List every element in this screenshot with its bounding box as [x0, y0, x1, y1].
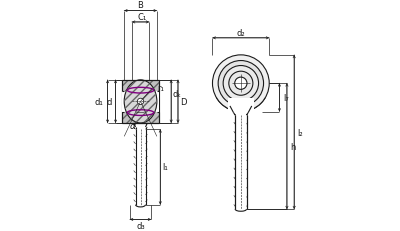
Text: α: α — [130, 121, 136, 130]
Bar — [122, 113, 159, 123]
Circle shape — [229, 72, 253, 96]
Circle shape — [218, 61, 264, 106]
Ellipse shape — [137, 99, 144, 105]
Bar — [230, 106, 252, 113]
Text: r₁: r₁ — [157, 83, 164, 92]
Bar — [157, 91, 159, 113]
Circle shape — [235, 78, 247, 90]
Text: D: D — [180, 97, 186, 106]
Text: d₃: d₃ — [136, 221, 145, 230]
Bar — [122, 113, 159, 123]
Bar — [122, 80, 159, 91]
Text: dₖ: dₖ — [173, 90, 182, 98]
Text: l₁: l₁ — [162, 163, 168, 172]
Text: d₁: d₁ — [95, 97, 104, 106]
Text: B: B — [138, 1, 144, 10]
Bar — [122, 91, 124, 113]
Text: h: h — [290, 142, 296, 151]
Text: d: d — [107, 97, 112, 106]
Text: l₂: l₂ — [298, 128, 303, 137]
Text: C₁: C₁ — [137, 13, 146, 22]
Bar — [122, 80, 159, 91]
Text: l₇: l₇ — [283, 94, 288, 103]
Bar — [228, 99, 254, 114]
Circle shape — [223, 66, 258, 101]
Text: d₂: d₂ — [236, 29, 245, 38]
Ellipse shape — [124, 80, 157, 123]
Circle shape — [212, 56, 269, 112]
